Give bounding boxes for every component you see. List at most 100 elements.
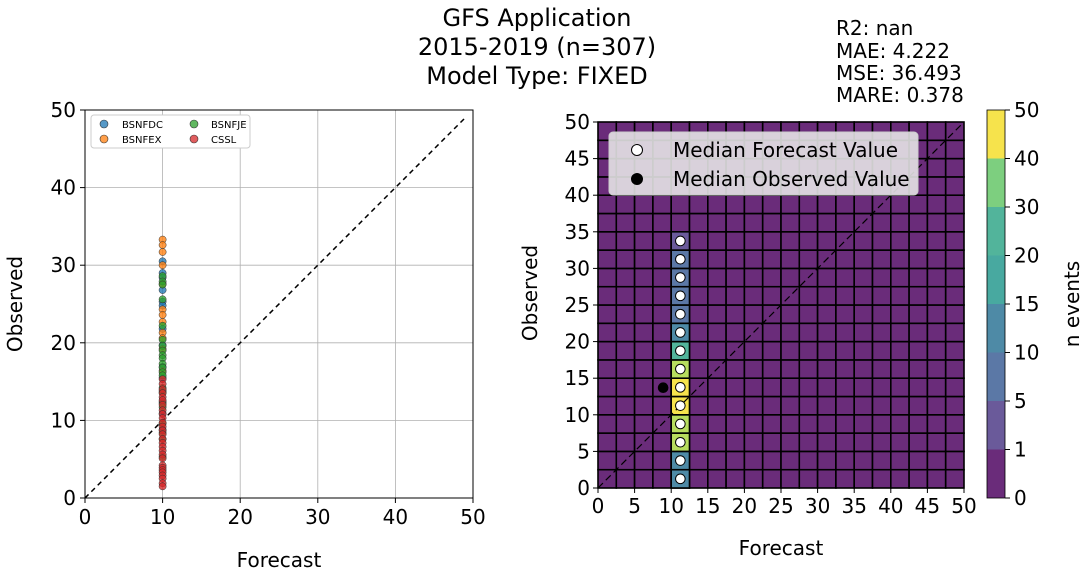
heatmap-bin <box>926 432 947 453</box>
heatmap-bin <box>835 285 856 306</box>
heatmap-panel: 0 5 10 15 20 25 30 35 40 45 50 0510152025303540455… <box>518 110 977 560</box>
heatmap-bin <box>597 212 618 233</box>
heatmap-bin <box>615 285 636 306</box>
heatmap-bin <box>889 340 910 361</box>
heatmap-bin <box>761 413 782 434</box>
heatmap-bin <box>853 450 874 471</box>
heatmap-y-tick-label: 25 <box>565 293 590 317</box>
heatmap-bin <box>615 231 636 251</box>
heatmap-bin <box>926 359 947 379</box>
heatmap-bin <box>670 212 691 233</box>
heatmap-bin <box>798 340 819 361</box>
heatmap-bin <box>688 249 709 270</box>
heatmap-bin <box>853 432 874 453</box>
heatmap-bin <box>725 194 746 215</box>
heatmap-bin <box>725 231 746 251</box>
heatmap-bin <box>597 377 618 398</box>
scatter-x-tick-label: 20 <box>227 505 252 529</box>
heatmap-bin <box>853 194 874 215</box>
heatmap-bin <box>908 340 929 361</box>
heatmap-bin <box>706 194 727 215</box>
heatmap-bin <box>615 267 636 288</box>
heatmap-bin <box>761 231 782 251</box>
heatmap-bin <box>944 468 965 489</box>
heatmap-bin <box>853 468 874 489</box>
heatmap-bin <box>780 395 801 416</box>
heatmap-bin <box>944 194 965 215</box>
heatmap-bin <box>835 359 856 379</box>
heatmap-bin <box>743 340 764 361</box>
heatmap-legend: Median Forecast Value Median Observed Va… <box>608 131 919 196</box>
heatmap-bin <box>652 285 673 306</box>
heatmap-bin <box>926 212 947 233</box>
heatmap-x-tick-label: 0 <box>592 494 605 518</box>
heatmap-bin <box>835 304 856 325</box>
heatmap-bin <box>908 395 929 416</box>
heatmap-bin <box>926 194 947 215</box>
heatmap-bin <box>615 395 636 416</box>
median-forecast-point <box>675 363 686 375</box>
figure-title-line-1: GFS Application <box>443 4 632 32</box>
scatter-y-tick-label: 40 <box>51 176 76 200</box>
heatmap-bin <box>688 322 709 343</box>
heatmap-bin <box>743 267 764 288</box>
heatmap-bin <box>926 395 947 416</box>
colorbar-tick-label: 0 <box>1014 486 1027 510</box>
heatmap-bin <box>871 231 892 251</box>
heatmap-bin <box>889 432 910 453</box>
colorbar-tick-label: 40 <box>1014 147 1039 171</box>
heatmap-bin <box>615 304 636 325</box>
legend-label-bsnfdc: BSNFDC <box>122 120 163 131</box>
heatmap-bin <box>688 359 709 379</box>
heatmap-bin <box>633 249 654 270</box>
scatter-y-tick-label: 10 <box>51 408 76 432</box>
heatmap-bin <box>835 468 856 489</box>
heatmap-bin <box>743 304 764 325</box>
median-forecast-point <box>675 418 686 430</box>
heatmap-bin <box>908 267 929 288</box>
heatmap-bin <box>706 340 727 361</box>
heatmap-bin <box>798 468 819 489</box>
point-bsnfje <box>158 321 167 330</box>
heatmap-bin <box>725 377 746 398</box>
heatmap-bin <box>908 304 929 325</box>
heatmap-bin <box>706 231 727 251</box>
heatmap-bin <box>761 285 782 306</box>
heatmap-bin <box>780 322 801 343</box>
heatmap-bin <box>853 285 874 306</box>
heatmap-bin <box>706 249 727 270</box>
heatmap-bin <box>908 413 929 434</box>
median-forecast-point <box>675 473 686 485</box>
heatmap-bin <box>780 194 801 215</box>
heatmap-bin <box>725 304 746 325</box>
scatter-points <box>158 235 167 491</box>
heatmap-bin <box>926 377 947 398</box>
heatmap-bin <box>597 359 618 379</box>
legend-label-bsnfex: BSNFEX <box>122 135 162 146</box>
heatmap-bin <box>835 413 856 434</box>
heatmap-x-axis-label: Forecast <box>739 536 824 560</box>
heatmap-y-axis-label: Observed <box>518 245 542 341</box>
heatmap-bin <box>725 285 746 306</box>
heatmap-bin <box>761 267 782 288</box>
heatmap-bin <box>780 231 801 251</box>
heatmap-bin <box>706 377 727 398</box>
heatmap-bin <box>761 340 782 361</box>
scatter-legend: BSNFDC BSNFEX BSNFJE CSSL <box>90 114 251 149</box>
heatmap-bin <box>853 304 874 325</box>
heatmap-bin <box>761 395 782 416</box>
heatmap-bin <box>597 432 618 453</box>
heatmap-bin <box>761 359 782 379</box>
heatmap-bin <box>871 285 892 306</box>
heatmap-bin <box>853 359 874 379</box>
heatmap-bin <box>944 304 965 325</box>
heatmap-bin <box>816 194 837 215</box>
heatmap-bin <box>871 212 892 233</box>
legend-marker-bsnfex <box>99 134 109 144</box>
heatmap-bin <box>871 450 892 471</box>
heatmap-y-tick-label: 40 <box>565 183 590 207</box>
heatmap-bin <box>597 340 618 361</box>
heatmap-bin <box>926 304 947 325</box>
heatmap-bin <box>743 395 764 416</box>
